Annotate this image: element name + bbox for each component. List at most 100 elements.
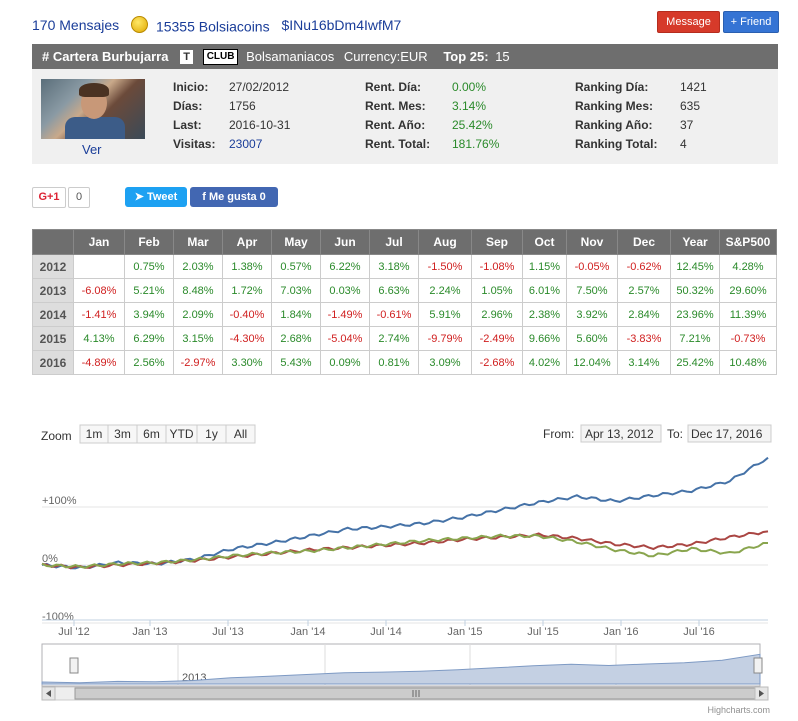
google-plus-button[interactable]: G+1 xyxy=(32,187,66,208)
club-badge-icon: CLUB xyxy=(202,48,239,65)
rent-total-value: 181.76% xyxy=(452,137,500,151)
column-header: Nov xyxy=(566,229,618,255)
return-cell: 1.38% xyxy=(222,254,272,279)
zoom-button-label[interactable]: 1y xyxy=(205,427,218,441)
x-tick-label: Jul '15 xyxy=(527,626,558,638)
zoom-button-label[interactable]: 3m xyxy=(114,427,131,441)
return-cell: -4.30% xyxy=(222,326,272,351)
visitas-label: Visitas: xyxy=(173,137,216,151)
year-cell: 2014 xyxy=(32,302,74,327)
twitter-bird-icon: ➤ xyxy=(134,191,144,203)
y-tick-label: -100% xyxy=(42,611,74,623)
return-cell: 2.74% xyxy=(369,326,419,351)
ranking-total-row: Ranking Total: 4 xyxy=(575,137,687,151)
zoom-button-group: 1m 3m 6m YTD 1y All xyxy=(79,424,256,444)
top25-label: Top 25: xyxy=(443,49,489,64)
return-cell: 7.50% xyxy=(566,278,618,303)
return-cell: -9.79% xyxy=(418,326,472,351)
return-cell: 2.38% xyxy=(522,302,567,327)
wallet-code-link[interactable]: $INu16bDm4IwfM7 xyxy=(281,17,402,33)
inicio-label: Inicio: xyxy=(173,80,209,94)
ver-link[interactable]: Ver xyxy=(82,142,102,157)
highcharts-credit[interactable]: Highcharts.com xyxy=(707,705,770,715)
column-header: Jun xyxy=(320,229,370,255)
zoom-button-label[interactable]: All xyxy=(234,427,247,441)
return-cell: 2.09% xyxy=(173,302,223,327)
messages-link[interactable]: 170 Mensajes xyxy=(32,17,120,33)
google-plus-count: 0 xyxy=(68,187,90,208)
return-cell: 10.48% xyxy=(719,350,777,375)
zoom-button-label[interactable]: 6m xyxy=(143,427,160,441)
x-tick-label: Jan '15 xyxy=(447,626,482,638)
x-axis-ticks: Jul '12 Jan '13 Jul '13 Jan '14 Jul '14 Jan '… xyxy=(42,619,768,638)
navigator-left-handle[interactable] xyxy=(69,657,79,674)
return-cell: 8.48% xyxy=(173,278,223,303)
table-row: 2016 -4.89% 2.56% -2.97% 3.30% 5.43% 0.09% 0.81… xyxy=(32,350,777,375)
dias-value: 1756 xyxy=(229,99,256,113)
return-cell: 2.84% xyxy=(617,302,671,327)
return-cell: 3.15% xyxy=(173,326,223,351)
zoom-button-label[interactable]: YTD xyxy=(170,427,194,441)
tweet-button[interactable]: ➤ Tweet xyxy=(125,187,187,207)
rent-anio-row: Rent. Año: 25.42% xyxy=(365,118,493,132)
column-header: Year xyxy=(670,229,720,255)
return-cell: -3.83% xyxy=(617,326,671,351)
x-tick-label: Jul '16 xyxy=(683,626,714,638)
add-friend-button[interactable]: + Friend xyxy=(723,11,779,33)
from-date-input-box[interactable] xyxy=(580,424,662,443)
scrollbar-thumb[interactable] xyxy=(74,687,760,700)
return-cell: -0.40% xyxy=(222,302,272,327)
from-label: From: xyxy=(543,427,574,441)
visitas-row: Visitas: 23007 xyxy=(173,137,262,151)
scroll-right-arrow-icon xyxy=(759,690,764,697)
return-cell: -0.73% xyxy=(719,326,777,351)
avatar[interactable] xyxy=(41,79,145,139)
dias-row: Días: 1756 xyxy=(173,99,256,113)
return-cell: 2.24% xyxy=(418,278,472,303)
rent-mes-label: Rent. Mes: xyxy=(365,99,426,113)
year-cell: 2012 xyxy=(32,254,74,279)
return-cell: 0.75% xyxy=(124,254,174,279)
to-date-input-box[interactable] xyxy=(687,424,772,443)
last-value: 2016-10-31 xyxy=(229,118,291,132)
return-cell: 1.84% xyxy=(271,302,321,327)
series-2-line xyxy=(41,533,768,569)
return-cell: 0.03% xyxy=(320,278,370,303)
return-cell: 4.02% xyxy=(522,350,567,375)
profile-info-panel: Ver Inicio: 27/02/2012 Días: 1756 Last: 201… xyxy=(32,69,778,164)
year-cell: 2015 xyxy=(32,326,74,351)
navigator-right-handle[interactable] xyxy=(753,657,763,674)
last-label: Last: xyxy=(173,118,202,132)
return-cell: 5.60% xyxy=(566,326,618,351)
x-tick-label: Jan '14 xyxy=(290,626,325,638)
message-button[interactable]: Message xyxy=(657,11,720,33)
return-cell: -1.49% xyxy=(320,302,370,327)
table-row: 2013 -6.08% 5.21% 8.48% 1.72% 7.03% 0.03% 6.63%… xyxy=(32,278,777,303)
top25-value: 15 xyxy=(495,49,510,64)
monthly-returns-table: Jan Feb Mar Apr May Jun Jul Aug Sep Oct Nov Dec Year… xyxy=(32,229,777,375)
return-cell: 4.13% xyxy=(73,326,125,351)
column-header: May xyxy=(271,229,321,255)
column-header: Jul xyxy=(369,229,419,255)
return-cell: 3.92% xyxy=(566,302,618,327)
to-date-input[interactable]: Dec 17, 2016 xyxy=(691,427,763,441)
zoom-all-button[interactable] xyxy=(225,424,256,444)
rent-mes-value: 3.14% xyxy=(452,99,487,113)
group-name: Bolsamaniacos xyxy=(246,49,335,64)
visitas-value: 23007 xyxy=(229,137,263,151)
from-date-input[interactable]: Apr 13, 2012 xyxy=(585,427,654,441)
user-summary: 170 Mensajes 15355 Bolsiacoins $INu16bDm… xyxy=(32,15,402,35)
table-row: 2015 4.13% 6.29% 3.15% -4.30% 2.68% -5.04% 2.74… xyxy=(32,326,777,351)
ranking-dia-label: Ranking Día: xyxy=(575,80,649,94)
rent-total-row: Rent. Total: 181.76% xyxy=(365,137,499,151)
return-cell: 29.60% xyxy=(719,278,777,303)
ranking-dia-row: Ranking Día: 1421 xyxy=(575,80,707,94)
chart-svg: Zoom 1m 3m 6m YTD 1y All From: Apr 13, 2012 T… xyxy=(41,424,772,715)
return-cell: -1.41% xyxy=(73,302,125,327)
return-cell: 2.68% xyxy=(271,326,321,351)
return-cell: 6.63% xyxy=(369,278,419,303)
x-tick-label: Jul '14 xyxy=(370,626,401,638)
facebook-like-button[interactable]: f Me gusta 0 xyxy=(190,187,278,207)
return-cell: 3.09% xyxy=(418,350,472,375)
zoom-button-label[interactable]: 1m xyxy=(86,427,103,441)
